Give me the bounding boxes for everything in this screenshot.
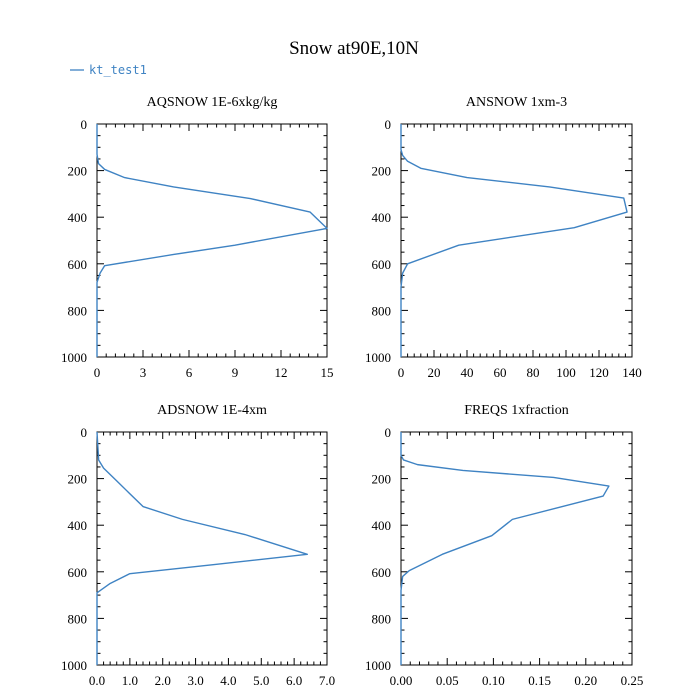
y-tick-label: 800: [68, 303, 88, 318]
x-tick-label: 6: [186, 365, 193, 380]
y-tick-label: 800: [372, 303, 392, 318]
x-tick-label: 12: [275, 365, 288, 380]
panel-2: ANSNOW 1xm-3 0 20 40 60 80 100 120 140 0 200 400 600…: [365, 95, 642, 380]
y-tick-label: 600: [372, 257, 392, 272]
x-tick-label: 2.0: [155, 673, 171, 688]
x-tick-label: 40: [461, 365, 474, 380]
y-tick-label: 600: [68, 257, 88, 272]
x-tick-label: 100: [556, 365, 576, 380]
y-tick-label: 400: [372, 518, 392, 533]
y-tick-label: 600: [372, 565, 392, 580]
series-line-1: [400, 124, 628, 357]
y-tick-label: 200: [68, 164, 88, 179]
legend-label: kt_test1: [89, 63, 147, 77]
x-tick-label: 15: [321, 365, 334, 380]
x-tick-label: 20: [428, 365, 441, 380]
x-tick-label: 80: [527, 365, 540, 380]
panels: AQSNOW 1E-6xkg/kg0 3 6 9 12 15020040060080010…: [61, 95, 643, 688]
panel-3: ADSNOW 1E-4xm 0.0 1.0 2.0 3.0 4.0 5.0 6.0 7.0 0 20…: [61, 403, 335, 688]
y-tick-label: 0: [81, 117, 88, 132]
panel-title: ADSNOW 1E-4xm: [157, 403, 267, 418]
series-line-1: [96, 431, 308, 665]
x-tick-label: 1.0: [122, 673, 138, 688]
y-tick-label: 400: [68, 518, 88, 533]
panel-title: FREQS 1xfraction: [464, 403, 569, 418]
x-tick-label: 9: [232, 365, 239, 380]
y-tick-label: 600: [68, 565, 88, 580]
x-tick-label: 3.0: [187, 673, 203, 688]
x-tick-label: 0.25: [621, 673, 644, 688]
panel-title: ANSNOW 1xm-3: [466, 95, 567, 110]
x-tick-label: 5.0: [253, 673, 269, 688]
x-tick-label: 120: [589, 365, 609, 380]
y-tick-label: 400: [68, 210, 88, 225]
x-tick-label: 0.20: [574, 673, 597, 688]
y-tick-label: 0: [81, 425, 88, 440]
y-tick-label: 800: [372, 611, 392, 626]
y-tick-label: 1000: [61, 658, 87, 673]
x-tick-label: 4.0: [220, 673, 236, 688]
y-tick-label: 1000: [365, 350, 391, 365]
series-line-1: [96, 124, 328, 357]
x-tick-label: 0.05: [436, 673, 459, 688]
x-tick-label: 0.15: [528, 673, 551, 688]
y-tick-label: 200: [68, 472, 88, 487]
x-tick-label: 60: [494, 365, 507, 380]
x-tick-label: 0: [94, 365, 101, 380]
x-tick-label: 7.0: [319, 673, 335, 688]
panel-1: AQSNOW 1E-6xkg/kg 0 3 6 9 12 15 0 200 400 600 800 10…: [61, 95, 334, 380]
x-tick-label: 140: [622, 365, 642, 380]
y-tick-label: 1000: [365, 658, 391, 673]
panel-title: AQSNOW 1E-6xkg/kg: [147, 95, 278, 110]
panel-4: FREQS 1xfraction 0.00 0.05 0.10 0.15 0.20 0.25…: [365, 403, 643, 688]
series-line-1: [400, 432, 610, 665]
y-tick-label: 200: [372, 164, 392, 179]
y-tick-label: 800: [68, 611, 88, 626]
x-tick-label: 3: [140, 365, 147, 380]
y-tick-label: 400: [372, 210, 392, 225]
figure-title: Snow at90E,10N: [289, 38, 419, 59]
x-tick-label: 0.0: [89, 673, 105, 688]
legend: kt_test1: [70, 63, 147, 77]
y-tick-label: 200: [372, 472, 392, 487]
x-tick-label: 0.00: [390, 673, 413, 688]
x-tick-label: 0.10: [482, 673, 505, 688]
y-tick-label: 0: [385, 425, 392, 440]
y-tick-label: 0: [385, 117, 392, 132]
y-tick-label: 1000: [61, 350, 87, 365]
x-tick-label: 6.0: [286, 673, 302, 688]
x-tick-label: 0: [398, 365, 405, 380]
